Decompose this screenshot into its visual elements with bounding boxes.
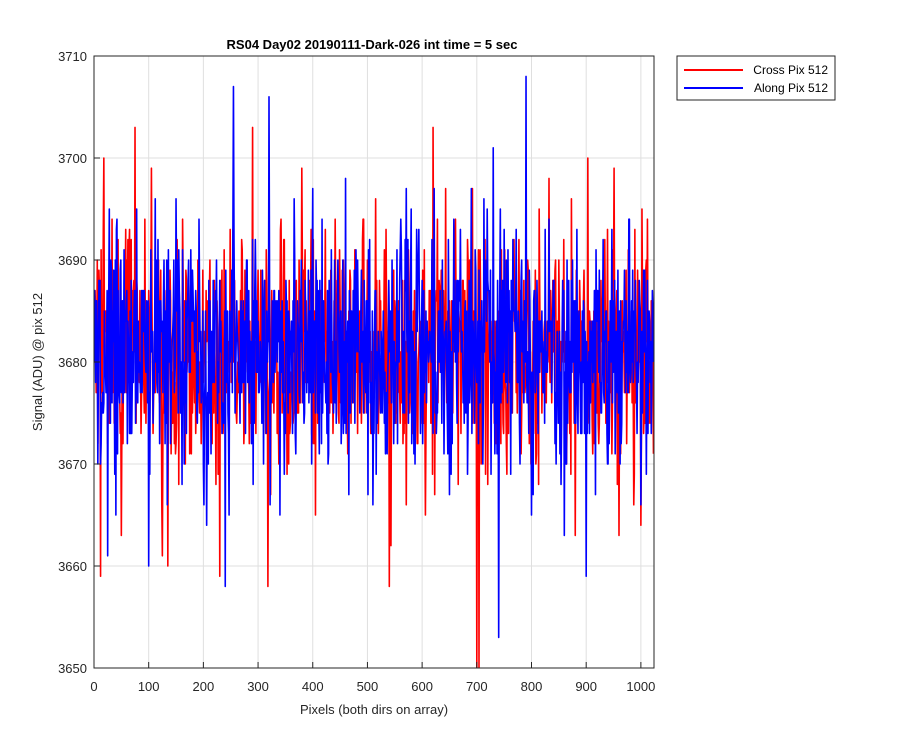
- legend-box: [676, 55, 836, 101]
- x-tick-label: 900: [575, 679, 597, 694]
- x-tick-label: 200: [193, 679, 215, 694]
- y-tick-label: 3690: [58, 253, 87, 268]
- y-tick-label: 3650: [58, 661, 87, 676]
- legend-label-along: Along Pix 512: [754, 81, 828, 95]
- y-axis-label: Signal (ADU) @ pix 512: [30, 293, 45, 431]
- chart-title: RS04 Day02 20190111-Dark-026 int time = …: [227, 37, 518, 52]
- x-axis-label: Pixels (both dirs on array): [300, 702, 448, 717]
- x-tick-label: 600: [411, 679, 433, 694]
- y-tick-label: 3710: [58, 49, 87, 64]
- series-line-along-pix-512: [94, 75, 654, 639]
- x-tick-label: 100: [138, 679, 160, 694]
- y-tick-label: 3700: [58, 151, 87, 166]
- axis-ticks: 0 100 200 300 400 500 600 700 800 900 1000 3650 3660…: [58, 49, 655, 694]
- legend: Cross Pix 512 Along Pix 512: [676, 55, 836, 101]
- x-tick-label: 500: [357, 679, 379, 694]
- y-tick-label: 3670: [58, 457, 87, 472]
- y-tick-label: 3660: [58, 559, 87, 574]
- y-tick-label: 3680: [58, 355, 87, 370]
- plot-area: [94, 75, 654, 668]
- legend-label-cross: Cross Pix 512: [753, 63, 828, 77]
- x-tick-label: 700: [466, 679, 488, 694]
- x-tick-label: 0: [90, 679, 97, 694]
- x-tick-label: 400: [302, 679, 324, 694]
- x-tick-label: 800: [521, 679, 543, 694]
- x-tick-label: 1000: [626, 679, 655, 694]
- x-tick-label: 300: [247, 679, 269, 694]
